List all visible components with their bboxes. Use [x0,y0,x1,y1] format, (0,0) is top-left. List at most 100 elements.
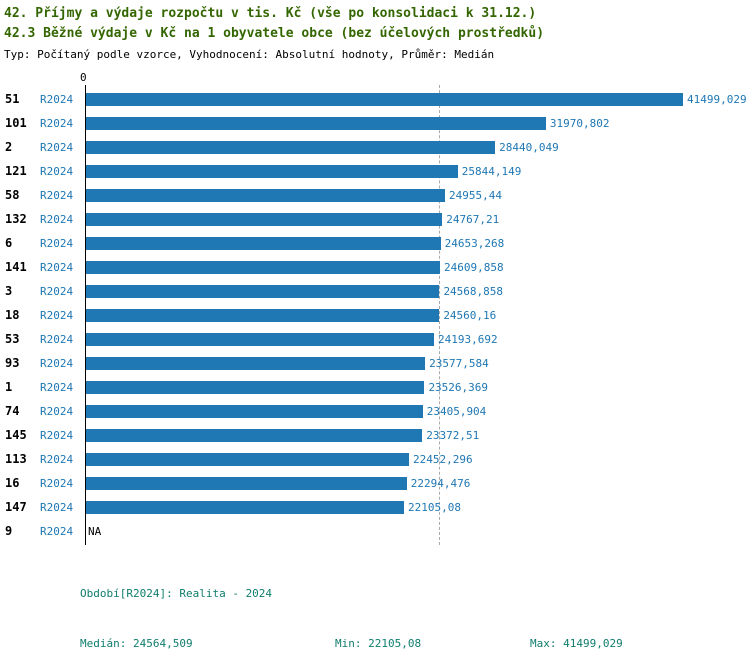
row-series-label: R2024 [40,212,74,226]
bar-value: 22105,08 [408,500,461,514]
bar-row: 147 R2024 22105,08 [0,495,750,519]
bar-row: 6 R2024 24653,268 [0,231,750,255]
bar-rows: 51 R2024 41499,029 101 R2024 31970,802 2… [0,87,750,543]
bar-value: 23526,369 [428,380,489,394]
footer-median: Medián: 24564,509 [80,637,193,650]
bar-row: 74 R2024 23405,904 [0,399,750,423]
footer-stats: Medián: 24564,509 Min: 22105,08 Max: 414… [80,637,750,650]
row-series-label: R2024 [40,92,74,106]
bar [86,356,426,370]
bar-track: 24767,21 [86,212,750,226]
bar-track: 25844,149 [86,164,750,178]
bar [86,380,425,394]
bar-row: 141 R2024 24609,858 [0,255,750,279]
footer-period: Období[R2024]: Realita - 2024 [80,587,273,600]
bar-value: NA [88,524,102,538]
row-series-label: R2024 [40,380,74,394]
chart-footer: Období[R2024]: Realita - 2024 Medián: 24… [80,561,750,663]
bar [86,452,409,466]
row-label: 16 [5,476,20,490]
median-line [439,85,441,545]
bar-row: 51 R2024 41499,029 [0,87,750,111]
bar [86,188,445,202]
row-series-label: R2024 [40,164,74,178]
row-series-label: R2024 [40,428,74,442]
row-series-label: R2024 [40,356,74,370]
bar-value: 24767,21 [446,212,500,226]
row-label: 53 [5,332,20,346]
row-label: 141 [5,260,27,274]
row-series-label: R2024 [40,260,74,274]
bar-row: 2 R2024 28440,049 [0,135,750,159]
bar-row: 121 R2024 25844,149 [0,159,750,183]
bar-value: 41499,029 [687,92,747,106]
bar-row: 16 R2024 22294,476 [0,471,750,495]
bar-chart: 0 51 R2024 41499,029 101 R2024 31970,802… [0,63,750,553]
row-label: 121 [5,164,27,178]
row-series-label: R2024 [40,500,74,514]
footer-min: Min: 22105,08 [335,637,422,650]
bar [86,284,440,298]
row-series-label: R2024 [40,236,74,250]
bar-value: 24653,268 [444,236,505,250]
row-series-label: R2024 [40,332,74,346]
bar-value: 25844,149 [461,164,522,178]
bar-track: 24609,858 [86,260,750,274]
bar-row: 3 R2024 24568,858 [0,279,750,303]
bar-row: 1 R2024 23526,369 [0,375,750,399]
bar-row: 113 R2024 22452,296 [0,447,750,471]
bar-track: 41499,029 [86,92,750,106]
bar-track: 22452,296 [86,452,750,466]
chart-title-line1: 42. Příjmy a výdaje rozpočtu v tis. Kč (… [4,6,537,21]
row-label: 101 [5,116,27,130]
row-series-label: R2024 [40,308,74,322]
bar [86,212,443,226]
row-series-label: R2024 [40,116,74,130]
row-label: 51 [5,92,20,106]
y-axis-line [85,85,86,545]
bar-value: 31970,802 [549,116,610,130]
bar-row: 58 R2024 24955,44 [0,183,750,207]
row-label: 113 [5,452,27,466]
row-series-label: R2024 [40,476,74,490]
row-label: 74 [5,404,20,418]
bar-row: 145 R2024 23372,51 [0,423,750,447]
footer-max: Max: 41499,029 [530,637,623,650]
bar-value: 24568,858 [443,284,504,298]
row-label: 132 [5,212,27,226]
bar-value: 23372,51 [426,428,480,442]
bar-track: 23577,584 [86,356,750,370]
chart-subtitle: Typ: Počítaný podle vzorce, Vyhodnocení:… [4,48,495,61]
bar-track: 23526,369 [86,380,750,394]
bar-value: 23577,584 [429,356,489,370]
bar-track: NA [86,525,750,538]
bar-track: 24955,44 [86,188,750,202]
row-label: 1 [5,380,13,394]
bar-value: 22294,476 [410,476,471,490]
bar-track: 23405,904 [86,404,750,418]
x-axis-zero-tick: 0 [80,71,87,84]
bar [86,236,441,250]
bar-row: 53 R2024 24193,692 [0,327,750,351]
bar-value: 23405,904 [426,404,487,418]
bar [86,164,458,178]
bar-track: 31970,802 [86,116,750,130]
bar-value: 24560,16 [443,308,497,322]
row-label: 18 [5,308,20,322]
bar [86,260,441,274]
bar-row: 101 R2024 31970,802 [0,111,750,135]
bar [86,116,546,130]
bar-track: 22294,476 [86,476,750,490]
bar [86,404,423,418]
row-series-label: R2024 [40,188,74,202]
bar-row: 93 R2024 23577,584 [0,351,750,375]
bar-track: 28440,049 [86,140,750,154]
row-series-label: R2024 [40,284,74,298]
row-label: 93 [5,356,20,370]
chart-title-line2: 42.3 Běžné výdaje v Kč na 1 obyvatele ob… [4,26,545,41]
bar [86,500,404,514]
bar-track: 24560,16 [86,308,750,322]
bar-track: 23372,51 [86,428,750,442]
chart-header: 42. Příjmy a výdaje rozpočtu v tis. Kč (… [0,0,750,61]
bar-track: 24568,858 [86,284,750,298]
